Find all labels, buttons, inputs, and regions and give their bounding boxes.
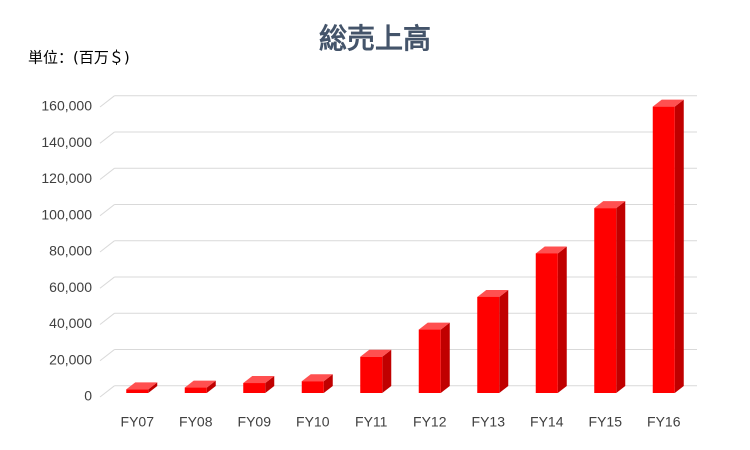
bar bbox=[184, 387, 207, 393]
bar-side bbox=[499, 289, 509, 393]
bar bbox=[301, 381, 324, 393]
x-tick-label: FY09 bbox=[238, 414, 272, 430]
grid-line bbox=[99, 276, 115, 289]
y-tick-label: 0 bbox=[84, 388, 92, 404]
grid-line bbox=[99, 349, 115, 362]
bar-top bbox=[594, 201, 626, 209]
bar-side bbox=[440, 322, 450, 393]
y-tick-label: 80,000 bbox=[49, 243, 92, 259]
bar bbox=[535, 253, 558, 393]
y-tick-label: 60,000 bbox=[49, 279, 92, 295]
x-tick-label: FY13 bbox=[472, 414, 506, 430]
bar bbox=[418, 329, 441, 393]
bar-side bbox=[265, 376, 275, 393]
bar-top bbox=[418, 322, 450, 330]
bar bbox=[243, 383, 266, 393]
y-tick-label: 140,000 bbox=[41, 134, 92, 150]
grid-line bbox=[99, 95, 115, 108]
x-tick-label: FY11 bbox=[355, 414, 388, 430]
bar bbox=[126, 389, 149, 393]
x-tick-label: FY14 bbox=[530, 414, 564, 430]
grid-line bbox=[99, 204, 115, 217]
y-tick-label: 100,000 bbox=[41, 206, 92, 222]
unit-label: 単位：(百万＄) bbox=[28, 49, 130, 67]
bar-top bbox=[126, 382, 158, 390]
x-tick-label: FY08 bbox=[179, 414, 213, 430]
x-tick-label: FY16 bbox=[647, 414, 681, 430]
bar bbox=[652, 106, 675, 393]
x-tick-label: FY12 bbox=[413, 414, 447, 430]
bar-side bbox=[674, 99, 684, 393]
grid-line bbox=[99, 167, 115, 180]
bar-top bbox=[477, 289, 509, 297]
grid-line bbox=[99, 240, 115, 253]
y-tick-label: 40,000 bbox=[49, 315, 92, 331]
x-tick-label: FY07 bbox=[121, 414, 155, 430]
grid-line bbox=[99, 131, 115, 144]
bar-side bbox=[323, 374, 333, 393]
bar-side bbox=[557, 246, 567, 393]
y-tick-label: 120,000 bbox=[41, 170, 92, 186]
grid-line bbox=[99, 385, 115, 398]
bar-top bbox=[652, 99, 684, 107]
bar-side bbox=[616, 201, 626, 393]
bar-top bbox=[360, 349, 392, 357]
bar bbox=[477, 296, 500, 393]
x-tick-label: FY10 bbox=[296, 414, 330, 430]
grid-line bbox=[99, 312, 115, 325]
bar-top bbox=[243, 376, 275, 384]
x-tick-label: FY15 bbox=[589, 414, 623, 430]
bar-top bbox=[184, 380, 216, 388]
bar-top bbox=[301, 374, 333, 382]
bar-top bbox=[535, 246, 567, 254]
bar bbox=[360, 356, 383, 393]
chart-title: 総売上高 bbox=[319, 22, 431, 55]
y-tick-label: 20,000 bbox=[49, 351, 92, 367]
bar-side bbox=[148, 382, 158, 393]
y-tick-label: 160,000 bbox=[41, 98, 92, 114]
bar-side bbox=[206, 380, 216, 393]
bar-side bbox=[382, 349, 392, 393]
bar bbox=[594, 208, 617, 393]
